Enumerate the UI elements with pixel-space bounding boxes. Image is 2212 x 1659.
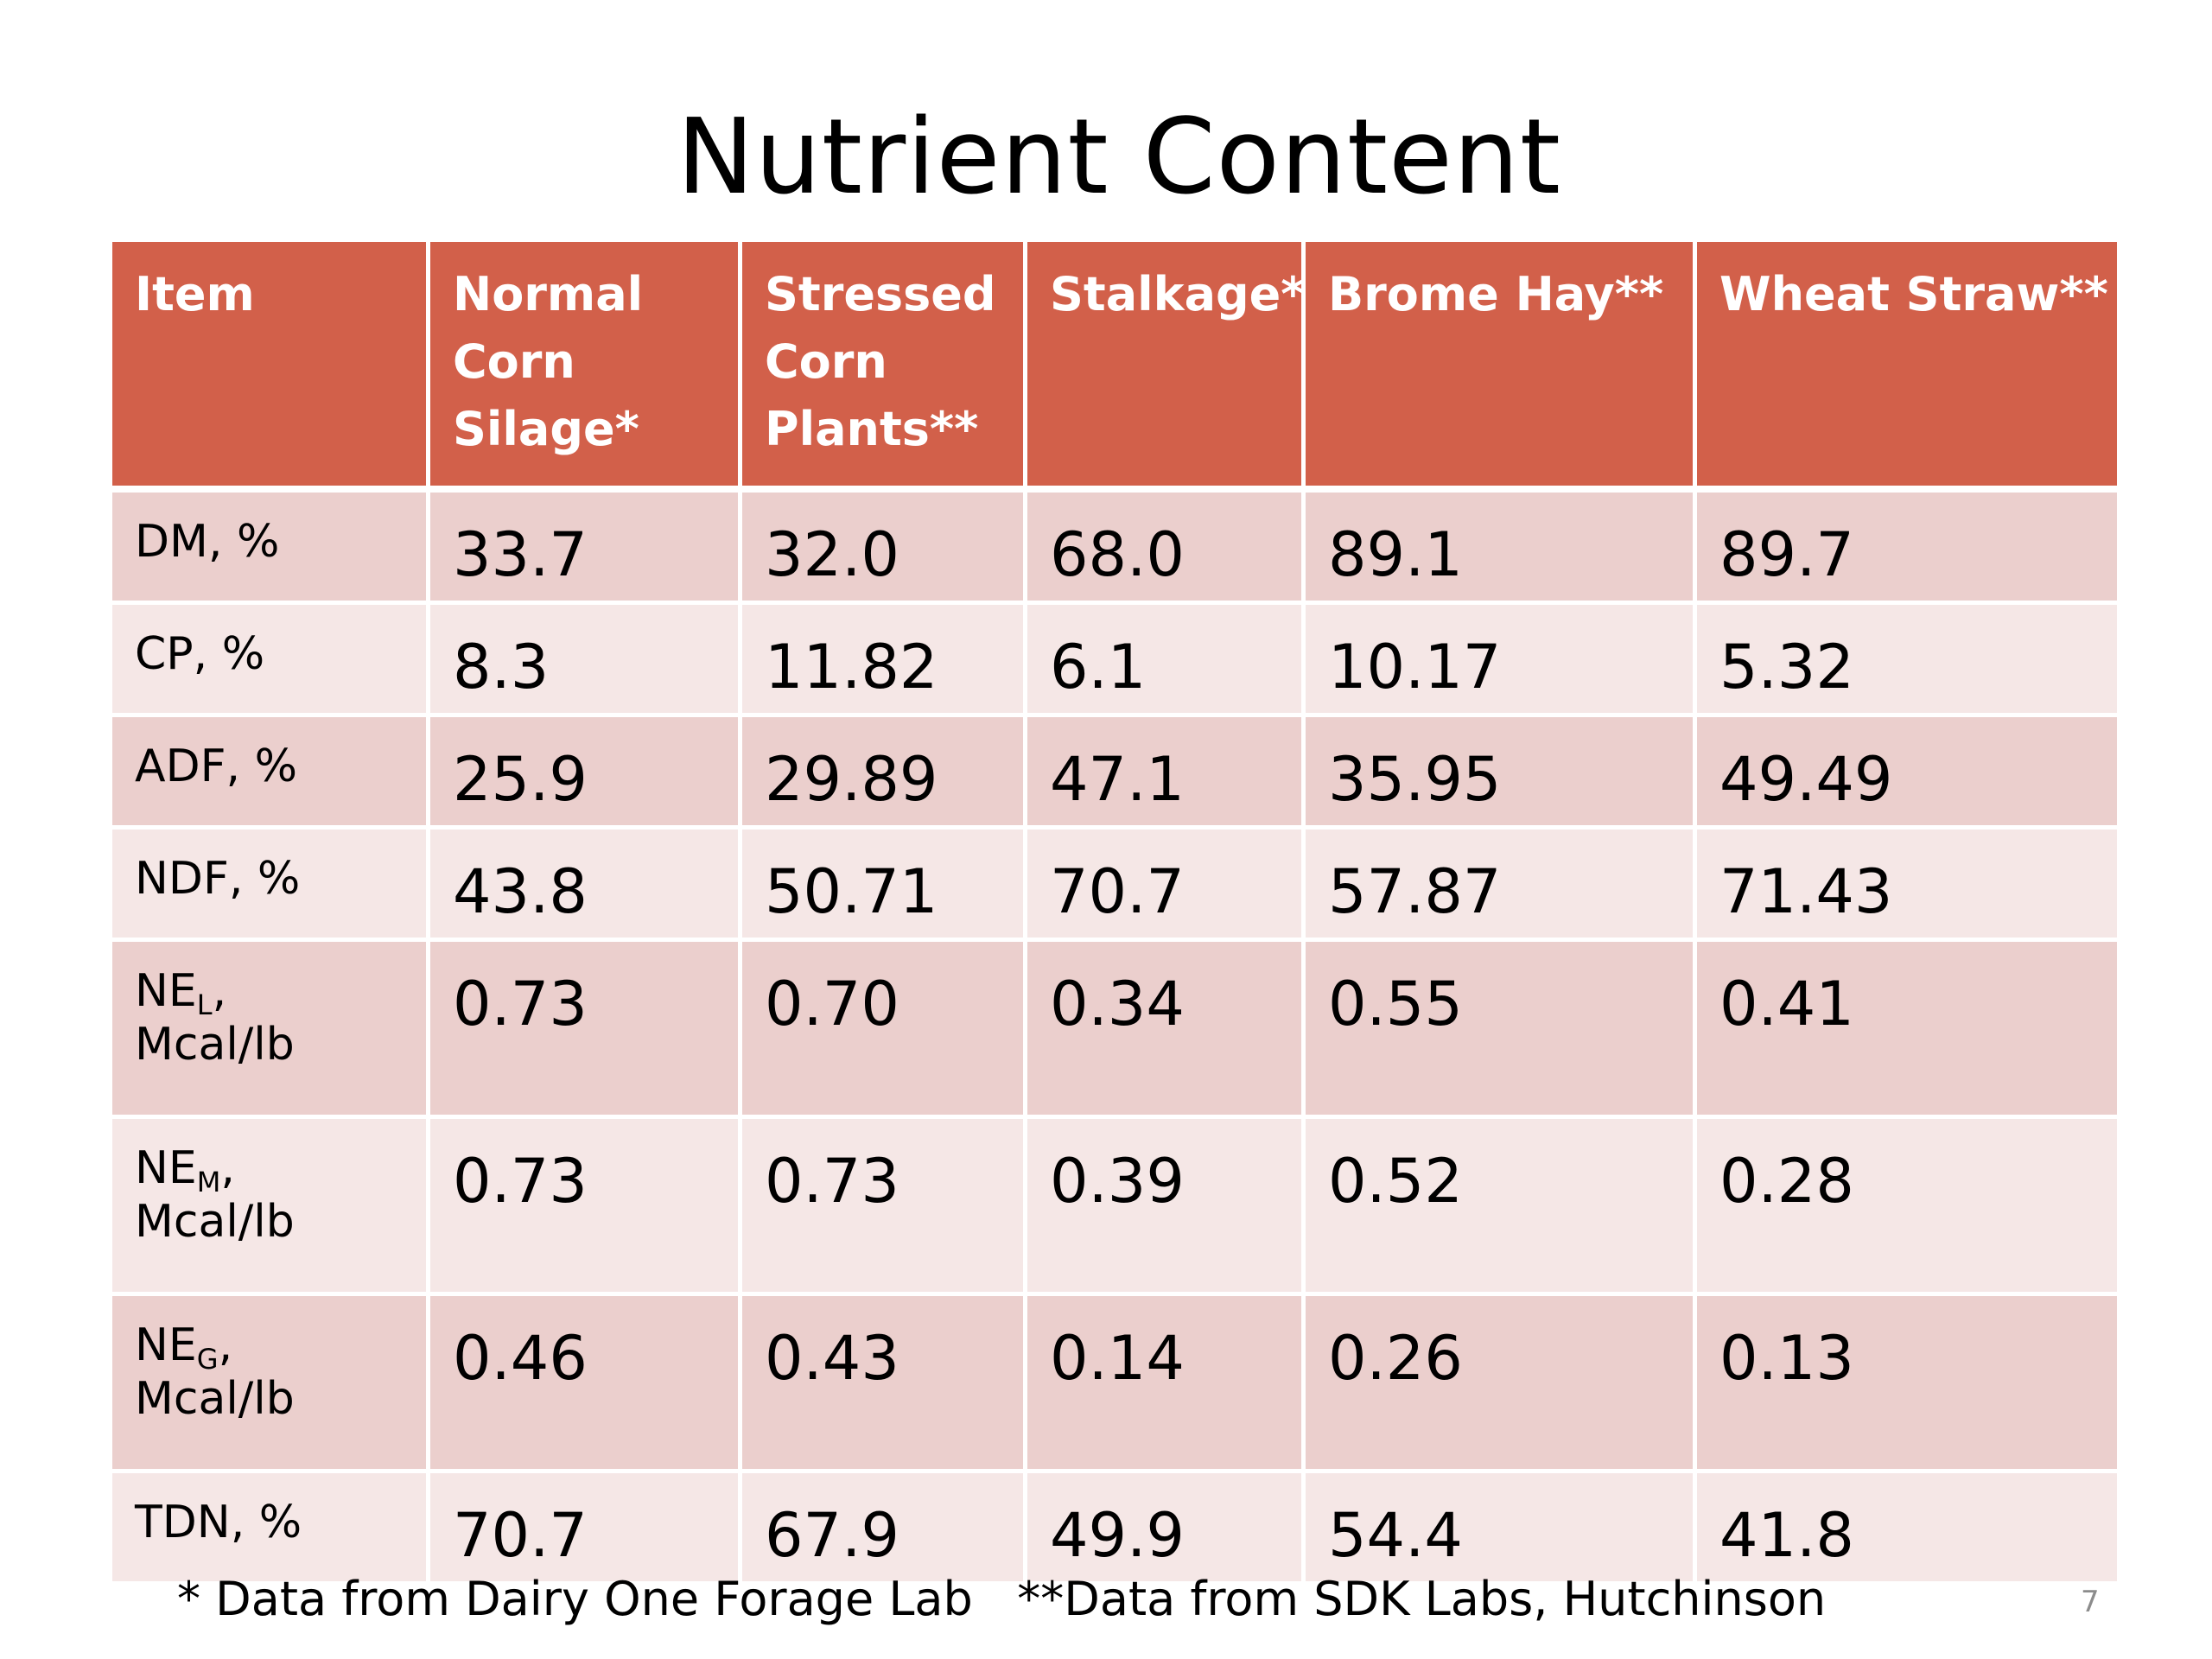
row-label-cp: CP, % [112,605,430,717]
table-row: TDN, % 70.7 67.9 49.9 54.4 41.8 [112,1473,2117,1586]
header-stalkage: Stalkage* [1027,242,1306,493]
table-header-row: Item Normal Corn Silage* Stressed Corn P… [112,242,2117,493]
header-item: Item [112,242,430,493]
table-cell: 89.1 [1306,493,1697,605]
header-wheat-straw: Wheat Straw** [1697,242,2117,493]
table-cell: 10.17 [1306,605,1697,717]
table-cell: 0.73 [430,942,742,1119]
row-label-unit: Mcal/lb [135,1196,295,1248]
nutrient-table: Item Normal Corn Silage* Stressed Corn P… [112,242,2117,1586]
table-row: ADF, % 25.9 29.89 47.1 35.95 49.49 [112,717,2117,830]
row-label-nel: NEL, Mcal/lb [112,942,430,1119]
table-cell: 71.43 [1697,830,2117,942]
row-label-subscript: G [196,1343,219,1376]
table-cell: 0.26 [1306,1296,1697,1473]
table-cell: 0.13 [1697,1296,2117,1473]
table-cell: 0.55 [1306,942,1697,1119]
table-cell: 5.32 [1697,605,2117,717]
table-cell: 0.73 [742,1119,1027,1296]
table-cell: 0.43 [742,1296,1027,1473]
table-cell: 0.41 [1697,942,2117,1119]
table-cell: 41.8 [1697,1473,2117,1586]
table-cell: 49.49 [1697,717,2117,830]
header-brome-hay: Brome Hay** [1306,242,1697,493]
table-cell: 47.1 [1027,717,1306,830]
table-row: NEM, Mcal/lb 0.73 0.73 0.39 0.52 0.28 [112,1119,2117,1296]
slide-number: 7 [2081,1585,2100,1619]
table-cell: 49.9 [1027,1473,1306,1586]
table-cell: 29.89 [742,717,1027,830]
table-cell: 70.7 [1027,830,1306,942]
table-cell: 6.1 [1027,605,1306,717]
table-cell: 8.3 [430,605,742,717]
table-cell: 57.87 [1306,830,1697,942]
row-label-main: NE [135,965,197,1017]
table-row: NEG, Mcal/lb 0.46 0.43 0.14 0.26 0.13 [112,1296,2117,1473]
table-cell: 0.52 [1306,1119,1697,1296]
row-label-comma: , [212,965,227,1017]
row-label-comma: , [220,1142,235,1194]
slide-title: Nutrient Content [677,98,1561,218]
footnote: * Data from Dairy One Forage Lab **Data … [177,1572,1827,1626]
row-label-comma: , [218,1319,233,1371]
table-cell: 0.73 [430,1119,742,1296]
row-label-main: NE [135,1142,197,1194]
table-cell: 33.7 [430,493,742,605]
row-label-unit: Mcal/lb [135,1373,295,1425]
row-label-unit: Mcal/lb [135,1019,295,1071]
row-label-adf: ADF, % [112,717,430,830]
table-cell: 67.9 [742,1473,1027,1586]
table-cell: 11.82 [742,605,1027,717]
table-cell: 0.70 [742,942,1027,1119]
table-row: NEL, Mcal/lb 0.73 0.70 0.34 0.55 0.41 [112,942,2117,1119]
header-stressed-corn-plants: Stressed Corn Plants** [742,242,1027,493]
row-label-dm: DM, % [112,493,430,605]
table-cell: 70.7 [430,1473,742,1586]
table-row: NDF, % 43.8 50.71 70.7 57.87 71.43 [112,830,2117,942]
table-row: CP, % 8.3 11.82 6.1 10.17 5.32 [112,605,2117,717]
row-label-main: NE [135,1319,197,1371]
table-cell: 25.9 [430,717,742,830]
row-label-subscript: L [196,988,213,1021]
header-normal-corn-silage: Normal Corn Silage* [430,242,742,493]
row-label-tdn: TDN, % [112,1473,430,1586]
table-cell: 32.0 [742,493,1027,605]
row-label-ndf: NDF, % [112,830,430,942]
table-cell: 0.14 [1027,1296,1306,1473]
table-cell: 89.7 [1697,493,2117,605]
row-label-neg: NEG, Mcal/lb [112,1296,430,1473]
table-cell: 0.28 [1697,1119,2117,1296]
row-label-nem: NEM, Mcal/lb [112,1119,430,1296]
table-cell: 35.95 [1306,717,1697,830]
table-cell: 68.0 [1027,493,1306,605]
row-label-subscript: M [196,1166,221,1198]
table-row: DM, % 33.7 32.0 68.0 89.1 89.7 [112,493,2117,605]
table-cell: 0.39 [1027,1119,1306,1296]
table-cell: 54.4 [1306,1473,1697,1586]
table-cell: 0.46 [430,1296,742,1473]
table-cell: 50.71 [742,830,1027,942]
table-cell: 0.34 [1027,942,1306,1119]
table-cell: 43.8 [430,830,742,942]
